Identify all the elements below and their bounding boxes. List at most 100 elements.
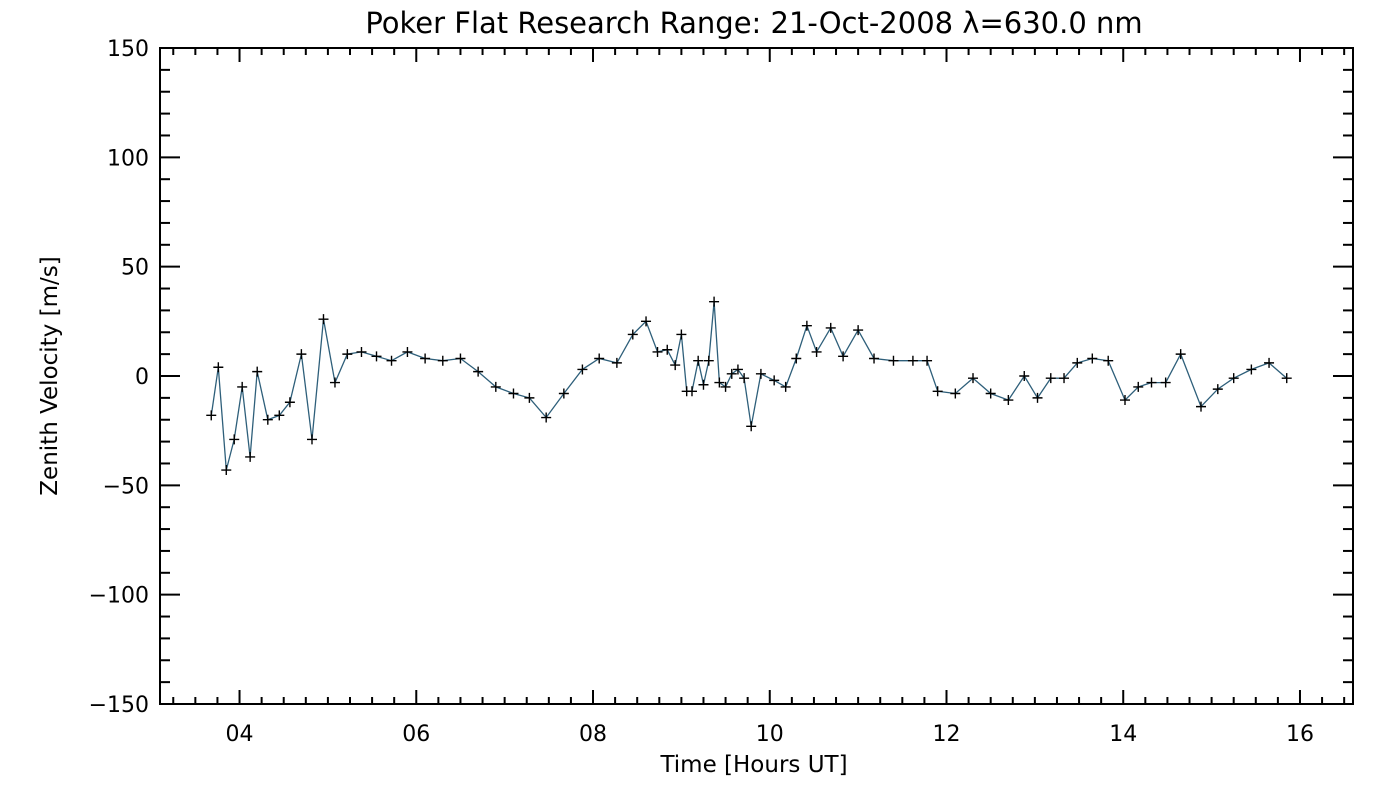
data-point xyxy=(662,344,673,355)
data-point xyxy=(237,381,248,392)
data-point xyxy=(968,373,979,384)
x-tick-label: 08 xyxy=(579,722,607,747)
data-point xyxy=(888,355,899,366)
data-point xyxy=(420,353,431,364)
data-point xyxy=(922,355,933,366)
data-point xyxy=(274,410,285,421)
data-point xyxy=(1072,357,1083,368)
data-point xyxy=(838,351,849,362)
data-point xyxy=(490,381,501,392)
x-tick-label: 10 xyxy=(756,722,784,747)
y-tick-label: −150 xyxy=(89,693,149,718)
data-point xyxy=(402,346,413,357)
data-point xyxy=(356,346,367,357)
data-point xyxy=(611,357,622,368)
data-point xyxy=(652,346,663,357)
x-tick-label: 04 xyxy=(226,722,254,747)
data-point xyxy=(780,381,791,392)
data-point xyxy=(541,412,552,423)
data-point xyxy=(907,355,918,366)
data-point xyxy=(386,355,397,366)
data-point xyxy=(296,349,307,360)
axis-ticks xyxy=(160,47,1353,705)
data-point xyxy=(229,434,240,445)
data-point xyxy=(698,379,709,390)
data-point xyxy=(739,373,750,384)
data-point xyxy=(1120,395,1130,406)
x-tick-label: 12 xyxy=(932,722,960,747)
data-point xyxy=(641,316,652,327)
data-point xyxy=(726,368,737,379)
data-point xyxy=(769,375,780,386)
data-point xyxy=(1059,373,1070,384)
data-point xyxy=(306,434,317,445)
data-point xyxy=(932,386,943,397)
data-point xyxy=(594,353,605,364)
data-point xyxy=(1212,384,1223,395)
data-point xyxy=(869,353,880,364)
data-point xyxy=(1103,355,1114,366)
data-point xyxy=(791,353,802,364)
data-point xyxy=(1264,357,1275,368)
data-series xyxy=(206,296,1292,476)
y-tick-label: 50 xyxy=(121,256,149,281)
data-point xyxy=(221,465,232,476)
data-point xyxy=(1003,395,1014,406)
data-point xyxy=(524,392,535,403)
y-tick-label: 0 xyxy=(135,365,149,390)
tick-labels: 04 06 08 10 12 14 16 150 100 50 0 −50 −100 −150 xyxy=(89,37,1314,747)
data-point xyxy=(746,421,757,432)
data-point xyxy=(1146,377,1157,388)
data-point xyxy=(577,364,588,375)
data-point xyxy=(508,388,519,399)
data-point xyxy=(720,381,731,392)
data-point xyxy=(252,366,263,377)
chart-title: Poker Flat Research Range: 21-Oct-2008 λ… xyxy=(365,6,1142,40)
data-point xyxy=(455,353,466,364)
data-point xyxy=(1175,349,1186,360)
data-point xyxy=(693,355,704,366)
data-point xyxy=(284,397,295,408)
data-point xyxy=(245,451,256,462)
x-tick-label: 14 xyxy=(1109,722,1137,747)
data-point xyxy=(371,351,382,362)
series-line xyxy=(210,301,1288,471)
data-point xyxy=(329,377,340,388)
data-point xyxy=(558,388,569,399)
data-point xyxy=(262,414,273,425)
plot-frame xyxy=(159,47,1354,705)
data-point xyxy=(1281,373,1292,384)
y-tick-label: −50 xyxy=(103,474,149,499)
data-point xyxy=(985,388,996,399)
data-point xyxy=(627,329,638,340)
data-point xyxy=(318,314,329,325)
y-tick-label: 150 xyxy=(107,37,149,62)
data-point xyxy=(1019,371,1030,381)
data-point xyxy=(714,377,725,388)
data-point xyxy=(437,355,448,366)
data-point xyxy=(950,388,961,399)
data-point xyxy=(853,325,864,336)
data-point xyxy=(473,366,484,377)
data-point xyxy=(1246,364,1257,375)
data-point xyxy=(801,320,812,331)
y-tick-label: 100 xyxy=(107,146,149,171)
data-point xyxy=(670,360,681,371)
data-point xyxy=(1196,401,1206,412)
data-point xyxy=(825,322,836,333)
data-point xyxy=(686,386,697,397)
x-axis-label: Time [Hours UT] xyxy=(659,752,847,778)
data-point xyxy=(676,329,687,340)
data-point xyxy=(1133,381,1144,392)
data-point xyxy=(1228,373,1239,384)
data-point xyxy=(1087,353,1098,364)
data-point xyxy=(1045,373,1056,384)
data-point xyxy=(755,368,766,379)
data-point xyxy=(703,355,714,366)
data-point xyxy=(811,346,822,357)
y-axis-label: Zenith Velocity [m/s] xyxy=(37,256,63,495)
x-tick-label: 06 xyxy=(402,722,430,747)
data-point xyxy=(213,362,224,373)
data-point xyxy=(732,364,743,375)
